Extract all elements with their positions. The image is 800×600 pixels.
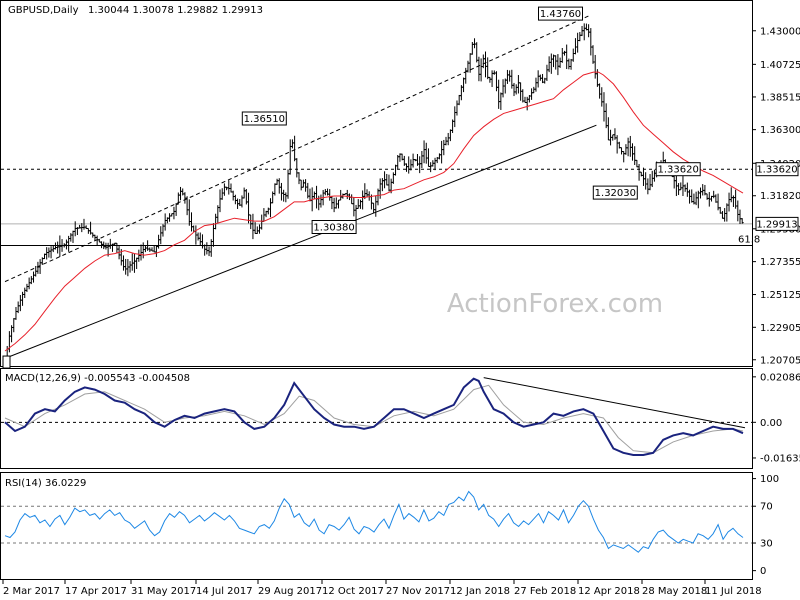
start-low-marker <box>2 355 11 369</box>
rsi-y-axis: 100 70 30 0 <box>752 474 779 577</box>
macd-lines <box>1 377 752 456</box>
rsi-y-tick-label: 70 <box>760 502 773 513</box>
macd-line <box>4 377 744 456</box>
x-tick-label: 17 Apr 2017 <box>65 586 127 597</box>
rsi-y-tick-label: 100 <box>760 474 779 485</box>
svg-text:1.33620: 1.33620 <box>756 165 797 176</box>
rsi-y-tick-label: 0 <box>760 566 766 577</box>
price-panel-frame <box>0 0 753 367</box>
price-label-1-30380: 1.30380 <box>311 220 357 234</box>
y-tick-label: 1.43000 <box>760 26 800 37</box>
macd-title: MACD(12,26,9) -0.005543 -0.004508 <box>5 373 190 384</box>
rsi-panel-frame <box>0 472 753 580</box>
ma-line <box>4 71 744 352</box>
rsi-title: RSI(14) 36.0229 <box>5 478 86 489</box>
price-label-1-33620: 1.33620 <box>655 162 701 177</box>
moving-average <box>4 71 744 352</box>
svg-text:1.36510: 1.36510 <box>244 114 285 125</box>
svg-text:1.30380: 1.30380 <box>313 222 354 233</box>
price-label-1-43760: 1.43760 <box>538 6 583 21</box>
ohlc-bar <box>740 218 744 224</box>
watermark: ActionForex.com <box>447 289 663 319</box>
y-tick-label: 1.31820 <box>760 191 800 202</box>
x-tick-label: 2 Mar 2017 <box>3 586 60 597</box>
macd-y-axis: 0.020861 0.00 -0.016357 <box>752 372 800 464</box>
y-tick-label: 1.27355 <box>760 257 800 268</box>
date-axis: 2 Mar 2017 17 Apr 2017 31 May 2017 14 Jul 2… <box>2 580 762 597</box>
macd-panel-frame <box>0 368 753 469</box>
y-tick-label: 1.20705 <box>760 355 800 366</box>
macd-y-tick-label: -0.016357 <box>760 453 800 464</box>
x-tick-label: 31 May 2017 <box>131 586 196 597</box>
fib-label: 61.8 <box>738 234 760 245</box>
upper-channel-line <box>4 15 589 283</box>
svg-text:1.33620: 1.33620 <box>657 165 698 176</box>
y-tick-label: 1.25125 <box>760 290 800 301</box>
rsi-y-tick-label: 30 <box>760 539 773 550</box>
trend-lines <box>4 15 597 359</box>
y-tick-label: 1.36300 <box>760 125 800 136</box>
macd-y-tick-label: 0.020861 <box>760 372 800 383</box>
x-tick-label: 27 Feb 2018 <box>514 586 576 597</box>
rsi-line <box>4 490 744 553</box>
ohlc-header: 1.30044 1.30078 1.29882 1.29913 <box>88 5 263 16</box>
svg-text:1.29913: 1.29913 <box>756 219 797 230</box>
current-price-tag: 1.29913 <box>755 216 799 231</box>
svg-text:1.32030: 1.32030 <box>595 188 636 199</box>
price-levels <box>1 168 752 246</box>
y-tick-label: 1.22905 <box>760 323 800 334</box>
price-label-1-32030: 1.32030 <box>592 185 638 200</box>
x-tick-label: 12 Apr 2018 <box>578 586 640 597</box>
rsi-lines <box>1 490 752 553</box>
y-tick-label: 1.38515 <box>760 92 800 103</box>
macd-y-tick-label: 0.00 <box>760 418 782 429</box>
macd-trend-line <box>483 377 746 429</box>
level-tag: 1.33620 <box>755 162 799 177</box>
svg-text:1.43760: 1.43760 <box>540 9 581 20</box>
price-annotations: 1.43760 1.36510 1.30380 1.33620 1.32030 1.336… <box>2 6 799 369</box>
y-tick-label: 1.40725 <box>760 60 800 71</box>
price-bars <box>3 23 744 367</box>
x-tick-label: 28 May 2018 <box>642 586 707 597</box>
lower-channel-line <box>4 124 597 359</box>
x-tick-label: 12 Oct 2017 <box>322 586 384 597</box>
macd-signal-line <box>4 384 744 454</box>
price-label-1-36510: 1.36510 <box>241 111 287 126</box>
x-tick-label: 14 Jul 2017 <box>196 586 253 597</box>
x-tick-label: 27 Nov 2017 <box>386 586 450 597</box>
x-tick-label: 11 Jul 2018 <box>705 586 762 597</box>
x-tick-label: 29 Aug 2017 <box>258 586 322 597</box>
price-title: GBPUSD,Daily <box>8 5 79 16</box>
x-tick-label: 12 Jan 2018 <box>450 586 510 597</box>
